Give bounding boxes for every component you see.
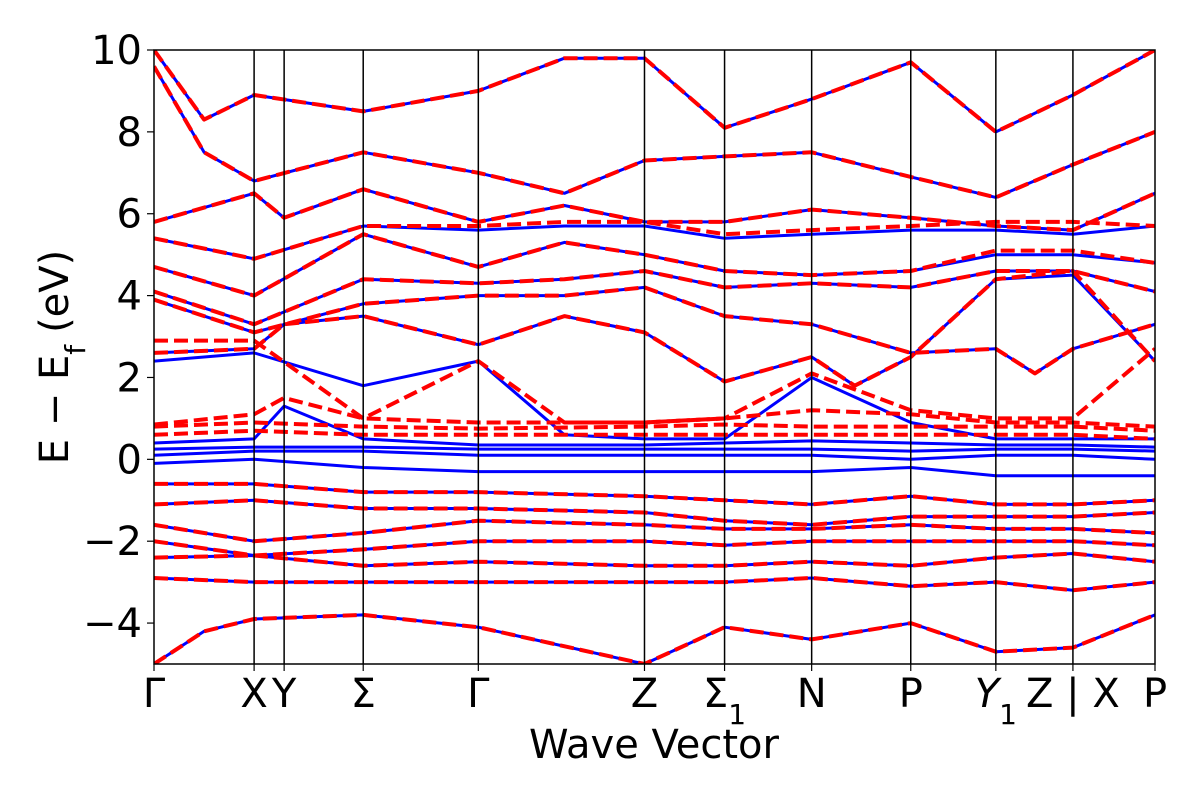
band-line-red-9: [154, 395, 1155, 429]
band-line-red-17: [154, 65, 1155, 200]
x-axis-ticks: Γ X Y Σ Γ Z Σ1 N P Y1 Z | X P: [143, 664, 1167, 731]
y-tick-label-6: 8: [117, 110, 142, 156]
band-line-blue-10: [154, 404, 1155, 449]
x-tick-label-5: Z: [631, 671, 658, 717]
x-tick-label-10: Z | X: [1026, 671, 1120, 717]
y-tick-label-5: 6: [117, 192, 142, 238]
x-tick-label-4: Γ: [467, 671, 490, 717]
band-line-blue-19: [154, 50, 1155, 134]
band-line-red-2: [154, 551, 1155, 568]
band-line-blue-11: [154, 351, 1155, 441]
y-axis-ticks: −4 −2 0 2 4 6 8 10: [83, 28, 154, 647]
band-line-blue-18: [154, 65, 1155, 199]
plot-frame: [153, 49, 1156, 665]
y-axis-label-subscript: f: [59, 344, 92, 355]
band-line-red-10: [154, 338, 1155, 425]
band-line-red-14: [154, 232, 1155, 298]
y-tick-label-1: −2: [83, 519, 142, 565]
band-line-red-13: [154, 269, 1155, 327]
band-line-blue-7: [154, 457, 1155, 478]
y-tick-label-3: 2: [117, 355, 142, 401]
band-line-red-4: [154, 518, 1155, 544]
band-line-red-0: [154, 612, 1155, 664]
band-line-blue-13: [154, 285, 1155, 375]
band-line-red-3: [154, 539, 1155, 558]
y-tick-label-0: −4: [83, 601, 142, 647]
y-axis-label-group: E − Ef (eV): [32, 250, 92, 465]
x-tick-label-11: P: [1143, 671, 1167, 717]
x-tick-label-1: X: [240, 671, 267, 717]
y-tick-label-2: 0: [117, 437, 142, 483]
x-tick-label-9: Y1: [975, 671, 1017, 731]
y-tick-label-7: 10: [91, 28, 142, 74]
x-axis-label: Wave Vector: [529, 722, 780, 768]
bands-layer: [154, 50, 1155, 664]
band-line-red-18: [154, 50, 1155, 134]
band-line-blue-16: [154, 224, 1155, 261]
y-axis-label-unit: (eV): [32, 250, 78, 333]
band-line-red-12: [154, 285, 1155, 376]
band-line-blue-8: [154, 449, 1155, 461]
x-tick-label-0: Γ: [143, 671, 166, 717]
x-tick-label-6: Σ1: [703, 671, 746, 731]
x-tick-label-8: P: [899, 671, 923, 717]
y-axis-label: E − Ef (eV): [32, 250, 92, 465]
band-line-red-6: [154, 481, 1155, 507]
band-line-red-1: [154, 576, 1155, 593]
band-line-blue-0: [154, 613, 1155, 664]
band-line-red-15: [154, 219, 1155, 261]
x-tick-label-3: Σ: [351, 671, 376, 717]
x-tick-label-2: Y: [271, 671, 297, 717]
x-tick-label-7: N: [797, 671, 827, 717]
y-tick-label-4: 4: [117, 274, 142, 320]
kpoint-lines: [253, 50, 1074, 664]
y-axis-label-main: E − E: [32, 355, 78, 465]
